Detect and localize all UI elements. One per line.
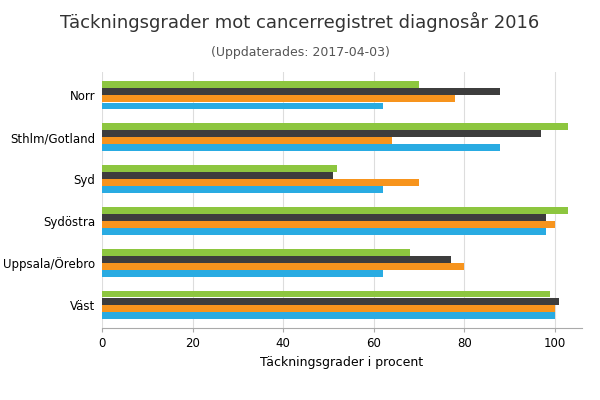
Bar — [102, 298, 559, 305]
Bar — [102, 81, 419, 88]
Text: Täckningsgrader mot cancerregistret diagnosår 2016: Täckningsgrader mot cancerregistret diag… — [61, 12, 539, 32]
Bar — [102, 186, 383, 193]
Bar — [102, 88, 500, 95]
Bar — [102, 179, 419, 186]
Bar — [102, 137, 392, 144]
Bar — [102, 207, 568, 214]
Bar — [102, 312, 555, 319]
X-axis label: Täckningsgrader i procent: Täckningsgrader i procent — [260, 356, 424, 368]
Bar — [102, 228, 546, 235]
Bar — [102, 130, 541, 137]
Bar — [102, 144, 500, 151]
Bar — [102, 249, 410, 256]
Bar — [102, 165, 337, 172]
Bar — [102, 291, 550, 298]
Bar — [102, 256, 451, 263]
Bar — [102, 214, 546, 221]
Text: (Uppdaterades: 2017-04-03): (Uppdaterades: 2017-04-03) — [211, 46, 389, 59]
Bar — [102, 221, 555, 228]
Bar — [102, 102, 383, 109]
Bar — [102, 172, 333, 179]
Bar — [102, 123, 568, 130]
Bar — [102, 305, 555, 312]
Bar — [102, 263, 464, 270]
Bar — [102, 95, 455, 102]
Bar — [102, 270, 383, 277]
